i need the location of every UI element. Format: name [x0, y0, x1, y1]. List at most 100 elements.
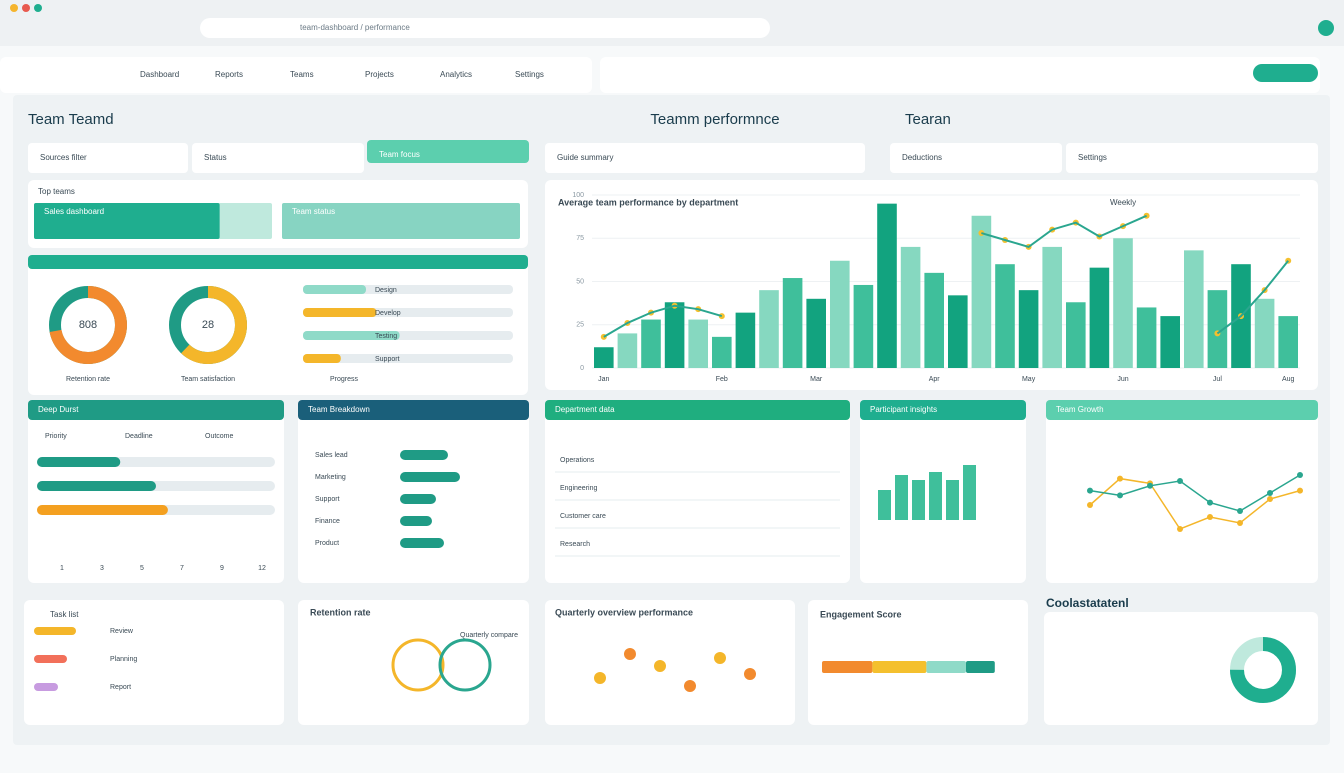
label: Customer care [560, 513, 606, 520]
nav-item[interactable]: Teams [290, 70, 314, 79]
y-tick-label: 0 [580, 365, 584, 372]
x-tick-label: 7 [180, 565, 184, 572]
y-tick-label: 25 [576, 322, 584, 329]
filter-label: Status [204, 153, 227, 162]
panel-title: Coolastatatenl [1046, 596, 1129, 610]
filter-tab[interactable] [367, 140, 529, 163]
panel [28, 400, 284, 583]
pill [400, 516, 432, 526]
label: Sales dashboard [44, 207, 104, 216]
panel-title: Deep Durst [38, 405, 79, 414]
bar-track [303, 354, 513, 363]
filter-tab[interactable] [545, 143, 865, 173]
label: Engagement Score [820, 609, 902, 619]
label: Retention rate [310, 607, 371, 617]
filter-tab[interactable] [28, 143, 188, 173]
bar [963, 465, 976, 520]
x-tick-label: Mar [810, 376, 823, 383]
label: Team status [292, 207, 335, 216]
bar [1160, 316, 1180, 368]
label: Design [375, 287, 397, 294]
panel [1044, 612, 1318, 725]
bar [594, 347, 614, 368]
segment [822, 661, 873, 673]
label: Research [560, 541, 590, 548]
pill [400, 494, 436, 504]
x-tick-label: 12 [258, 565, 266, 572]
bar [806, 298, 826, 368]
label: Quarterly compare [460, 632, 518, 639]
address-text: team-dashboard / performance [300, 23, 410, 32]
bar [1136, 307, 1157, 368]
bar [1042, 246, 1062, 368]
label: Product [315, 540, 339, 547]
x-tick-label: Apr [929, 376, 941, 383]
filter-tab[interactable] [192, 143, 364, 173]
donut-arc [1230, 637, 1296, 703]
series-line [1089, 474, 1301, 512]
panel-header [298, 400, 529, 420]
dot [654, 660, 666, 672]
pill [400, 450, 448, 460]
panel [860, 400, 1026, 583]
window-dot [34, 4, 42, 12]
pill [400, 472, 460, 482]
chart-title: Average team performance by department [558, 197, 738, 207]
panel [545, 600, 795, 725]
bar [1018, 290, 1039, 368]
nav-item[interactable]: Dashboard [140, 70, 179, 79]
section-title: Teamm performnce [650, 111, 779, 128]
x-tick-label: Jan [598, 376, 609, 383]
legend-label: Weekly [1110, 198, 1136, 207]
progress-bar [303, 308, 377, 317]
x-tick-label: 5 [140, 565, 144, 572]
bar [853, 284, 874, 368]
progress-bar [282, 203, 520, 239]
x-tick-label: Aug [1282, 376, 1295, 383]
filter-tab[interactable] [890, 143, 1062, 173]
bar-track [282, 203, 520, 239]
nav-item[interactable]: Analytics [440, 70, 472, 79]
label: Develop [375, 310, 401, 317]
label: Deadline [125, 433, 153, 440]
section-title: Tearan [905, 111, 951, 128]
panel [24, 600, 284, 725]
bar [878, 490, 891, 520]
label: Testing [375, 333, 397, 340]
donut-arc [49, 286, 127, 364]
panel [298, 600, 529, 725]
bar [617, 333, 638, 368]
trend-line [603, 214, 1289, 338]
nav-item[interactable]: Reports [215, 70, 243, 79]
label: Marketing [315, 474, 346, 481]
donut-label: 808 [79, 319, 97, 331]
share-button[interactable] [1253, 64, 1318, 82]
label: Sales lead [315, 452, 348, 459]
panel-title: Participant insights [870, 405, 937, 414]
panel [28, 255, 528, 395]
nav-item[interactable]: Projects [365, 70, 394, 79]
dot [714, 652, 726, 664]
bar [1254, 298, 1275, 368]
panel-title: Team Breakdown [308, 405, 370, 414]
bar [971, 215, 992, 368]
filter-label: Deductions [902, 153, 942, 162]
address-bar [200, 18, 770, 38]
filter-tab[interactable] [1066, 143, 1318, 173]
panel-strip [28, 255, 528, 269]
donut-caption: Retention rate [66, 376, 110, 383]
x-tick-label: Feb [716, 376, 728, 383]
bar [1113, 238, 1133, 368]
bar [34, 655, 67, 663]
panel [298, 400, 529, 583]
bar [782, 278, 803, 368]
nav-item[interactable]: Settings [515, 70, 544, 79]
panel-header [28, 400, 284, 420]
filter-label: Guide summary [557, 153, 613, 162]
bar [641, 319, 661, 368]
x-tick-label: May [1022, 376, 1036, 383]
bar [34, 627, 76, 635]
label: Support [315, 496, 340, 503]
